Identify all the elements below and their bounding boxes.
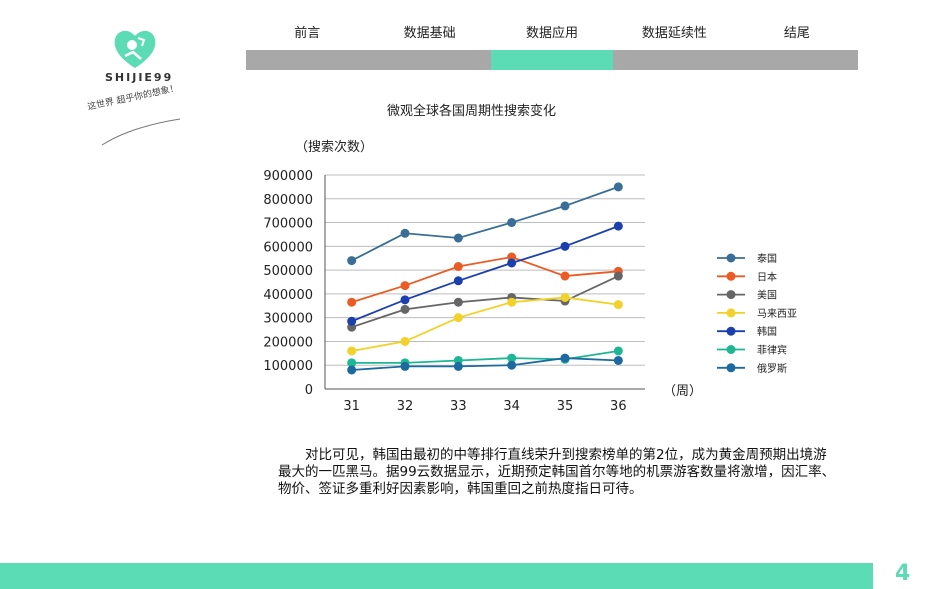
data-point [347,256,357,266]
y-tick-label: 400000 [263,288,313,303]
data-point [400,228,410,238]
data-point [453,233,463,243]
legend-swatch-marker [726,363,736,373]
data-point [507,360,517,370]
nav-segment [368,50,491,70]
series-line [351,256,619,304]
data-point [507,297,517,307]
section-nav: 前言 数据基础 数据应用 数据延续性 结尾 [246,22,859,70]
data-point [453,276,463,286]
series-line [351,225,619,323]
legend-label: 马来西亚 [757,308,797,320]
y-tick-label: 900000 [263,169,313,184]
tab-ending[interactable]: 结尾 [783,26,810,41]
data-point [347,365,357,375]
y-tick-label: 600000 [263,240,313,255]
legend-swatch-marker [726,271,736,281]
data-point [507,218,517,228]
brand-name: SHIJIE99 [105,71,174,84]
y-tick-label: 500000 [263,264,313,279]
data-point [347,316,357,326]
tab-preface[interactable]: 前言 [294,26,321,41]
y-tick-label: 700000 [263,217,313,232]
legend-label: 美国 [757,289,777,302]
data-point [400,295,410,305]
nav-segment [735,50,859,70]
brand-logo: SHIJIE99 这世界 超乎你的想象！ [86,22,196,146]
data-point [453,313,463,323]
data-point [400,304,410,314]
data-point [507,258,517,268]
heart-globe-icon [114,30,156,69]
x-tick-label: 33 [450,399,467,414]
y-tick-label: 100000 [263,359,313,374]
data-point [613,300,623,310]
data-point [613,221,623,231]
data-point [560,271,570,281]
data-point [613,346,623,356]
legend-label: 泰国 [757,252,777,265]
tab-data-continuity[interactable]: 数据延续性 [641,26,707,41]
nav-tabs: 前言 数据基础 数据应用 数据延续性 结尾 [246,22,858,50]
page-number: 4 [895,561,911,586]
legend-swatch-marker [726,308,736,318]
legend-swatch-marker [726,326,736,336]
data-point [347,297,357,307]
data-point [400,361,410,371]
tab-data-application[interactable]: 数据应用 [526,26,579,41]
y-axis-label: （搜索次数） [295,139,373,155]
x-tick-label: 36 [610,399,627,414]
y-tick-label: 200000 [263,335,313,350]
series-line [351,275,619,329]
swoosh-decoration [101,118,181,146]
tab-data-basics[interactable]: 数据基础 [403,26,456,41]
series-line [351,296,619,352]
y-tick-label: 0 [305,383,313,398]
data-point [560,201,570,211]
y-tick-label: 800000 [263,193,313,208]
nav-segment-active [490,50,614,70]
series-line [351,186,619,262]
legend-swatch-marker [726,290,736,300]
data-point [453,361,463,371]
legend-label: 韩国 [757,325,777,338]
data-point [347,346,357,356]
y-tick-label: 300000 [263,312,313,327]
nav-segment [613,50,736,70]
data-point [613,182,623,192]
chart-title: 微观全球各国周期性搜索变化 [386,104,556,119]
data-point [613,355,623,365]
data-point [453,297,463,307]
legend-label: 日本 [757,270,777,283]
data-point [453,262,463,272]
nav-segment [246,50,369,70]
data-point [507,353,517,363]
x-tick-label: 31 [343,399,360,414]
legend-label: 俄罗斯 [757,362,787,375]
series-line [351,357,619,371]
legend-swatch-marker [726,345,736,354]
data-point [347,358,357,368]
x-tick-label: 34 [503,399,520,414]
data-point [400,336,410,346]
x-tick-label: 35 [557,399,574,414]
data-point [560,353,570,363]
legend-swatch-marker [726,253,736,263]
analysis-paragraph: 对比可见，韩国由最初的中等排行直线荣升到搜索榜单的第2位，成为黄金周预期出境游最… [278,447,836,497]
x-tick-label: 32 [397,399,414,414]
x-axis-label: （周） [663,384,702,399]
data-point [560,292,570,302]
series-line [351,350,619,364]
nav-progress-bar [246,50,859,70]
data-point [560,241,570,251]
data-point [613,271,623,281]
line-chart: 0 100000 200000 300000 400000 500000 600000 700… [263,139,797,414]
legend-label: 菲律宾 [757,344,787,357]
data-point [400,281,410,291]
footer-bar [0,563,873,589]
